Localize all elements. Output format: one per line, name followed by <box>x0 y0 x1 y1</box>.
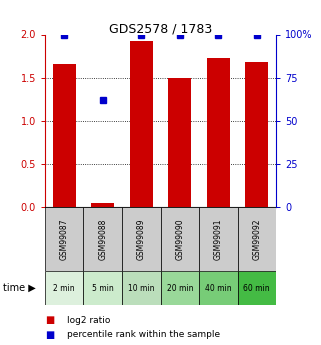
Text: GSM99092: GSM99092 <box>252 218 261 260</box>
Bar <box>245 62 268 207</box>
Text: 5 min: 5 min <box>92 284 114 293</box>
Text: GDS2578 / 1783: GDS2578 / 1783 <box>109 22 212 36</box>
Bar <box>160 207 199 271</box>
Bar <box>45 271 83 305</box>
Text: percentile rank within the sample: percentile rank within the sample <box>67 330 221 339</box>
Text: GSM99090: GSM99090 <box>175 218 184 260</box>
Text: GSM99087: GSM99087 <box>60 218 69 260</box>
Bar <box>122 207 160 271</box>
Bar <box>160 271 199 305</box>
Bar <box>122 271 160 305</box>
Bar <box>207 58 230 207</box>
Text: 20 min: 20 min <box>167 284 193 293</box>
Text: time ▶: time ▶ <box>3 283 36 293</box>
Text: GSM99091: GSM99091 <box>214 218 223 260</box>
Bar <box>45 207 83 271</box>
Bar <box>91 203 114 207</box>
Text: ■: ■ <box>45 315 54 325</box>
Text: 60 min: 60 min <box>244 284 270 293</box>
Text: GSM99089: GSM99089 <box>137 218 146 260</box>
Text: GSM99088: GSM99088 <box>98 218 107 259</box>
Text: ■: ■ <box>45 330 54 339</box>
Bar <box>83 271 122 305</box>
Text: 2 min: 2 min <box>53 284 75 293</box>
Bar <box>238 207 276 271</box>
Text: log2 ratio: log2 ratio <box>67 316 111 325</box>
Bar <box>168 78 191 207</box>
Bar <box>53 64 76 207</box>
Bar <box>199 207 238 271</box>
Text: 10 min: 10 min <box>128 284 154 293</box>
Bar <box>83 207 122 271</box>
Bar <box>238 271 276 305</box>
Text: 40 min: 40 min <box>205 284 231 293</box>
Bar <box>130 41 153 207</box>
Bar <box>199 271 238 305</box>
